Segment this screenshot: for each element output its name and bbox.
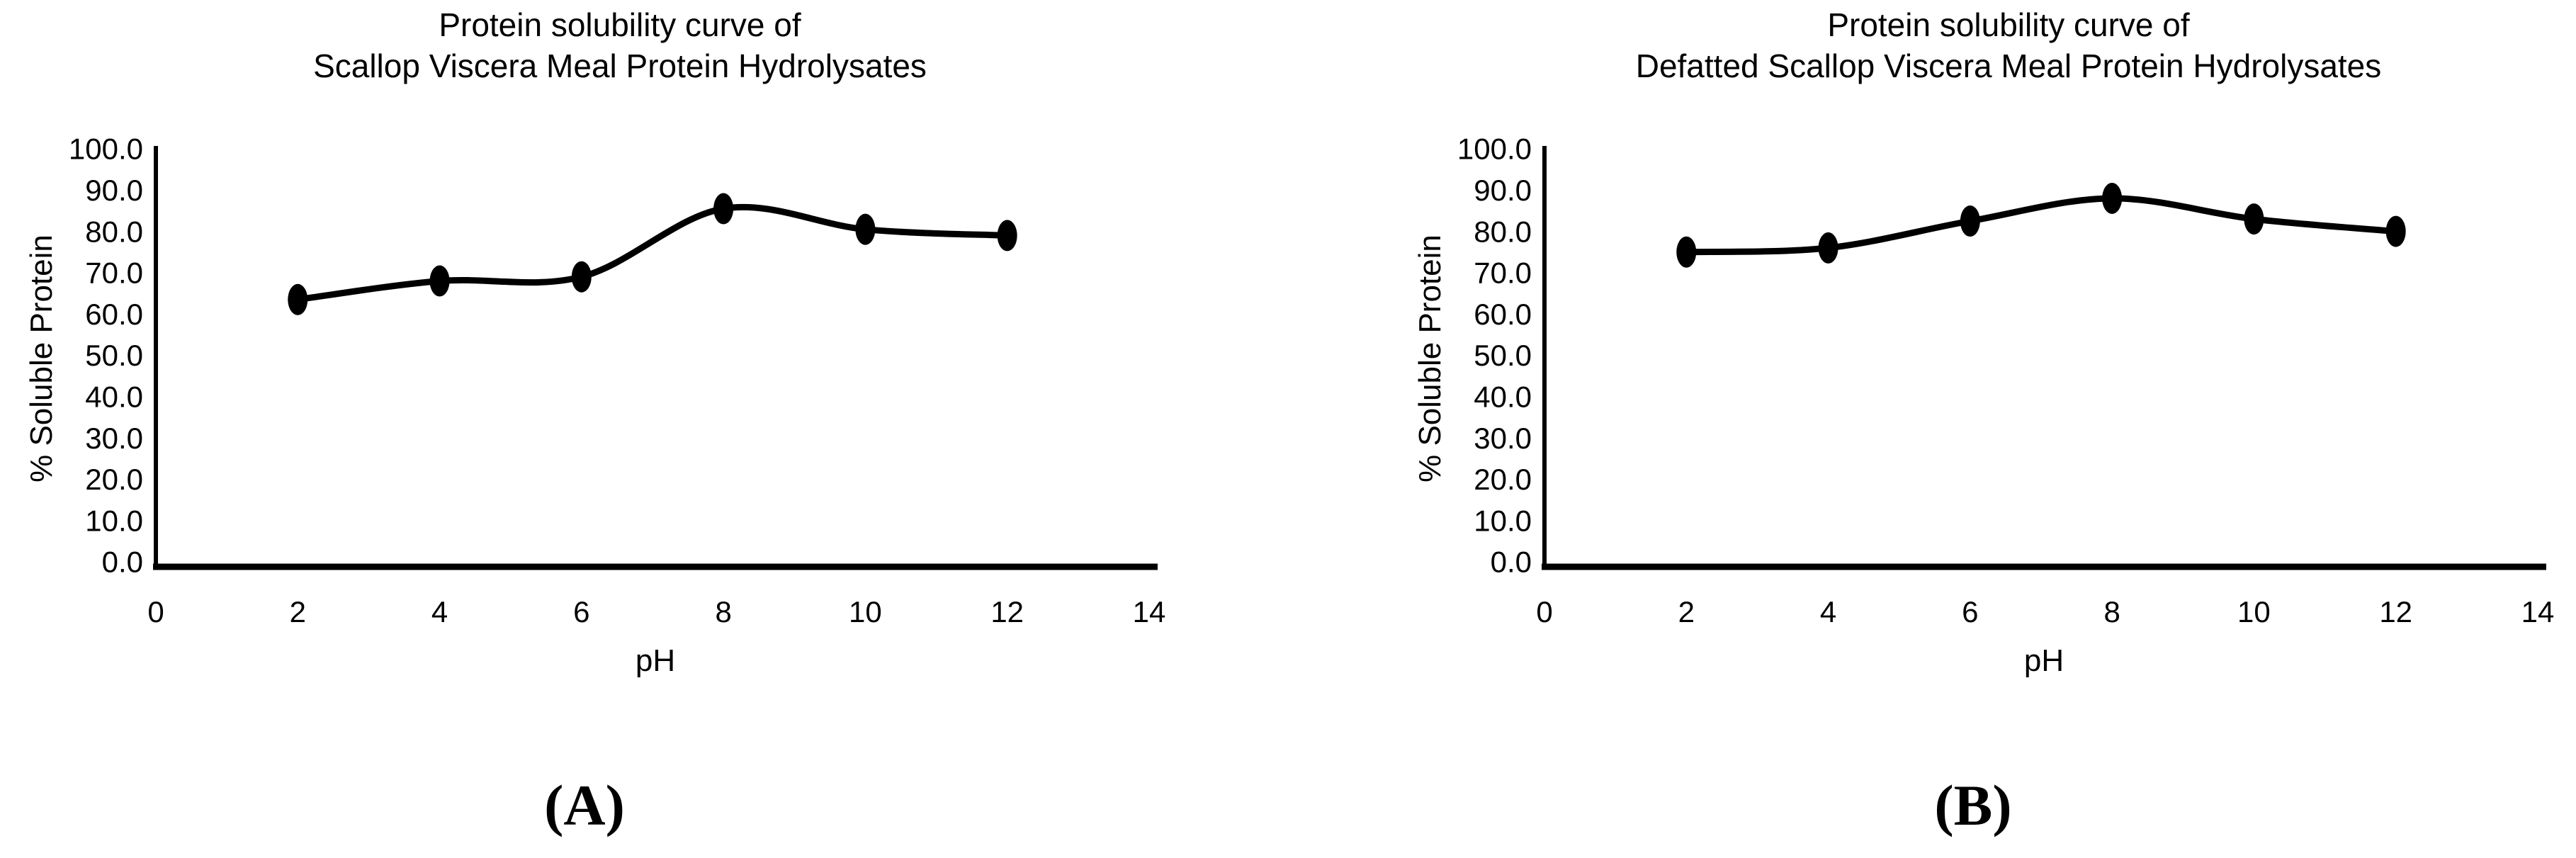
panel-b: Protein solubility curve of Defatted Sca…: [1389, 0, 2576, 858]
axes: [1542, 146, 2546, 570]
y-tick-label: 40.0: [85, 380, 143, 414]
chart-title-line1: Protein solubility curve of: [1827, 6, 2190, 43]
y-tick-labels: 0.0 10.0 20.0 30.0 40.0 50.0 60.0 70.0 80.0 90.0 1…: [69, 132, 143, 579]
x-axis-label: pH: [2023, 643, 2064, 678]
y-tick-label: 100.0: [1457, 132, 1532, 166]
x-axis-label: pH: [635, 643, 676, 678]
y-tick-labels: 0.0 10.0 20.0 30.0 40.0 50.0 60.0 70.0 80.0 90.0 1…: [1457, 132, 1532, 579]
x-tick-labels: 0 2 4 6 8 10 12 14: [1536, 595, 2554, 628]
x-tick-label: 2: [1678, 595, 1695, 628]
series-soluble-protein: [288, 193, 1017, 315]
y-tick-label: 50.0: [1474, 339, 1532, 372]
x-tick-label: 10: [849, 595, 882, 628]
y-tick-label: 0.0: [1491, 546, 1532, 579]
series-soluble-protein: [1676, 182, 2406, 268]
series-line: [1683, 195, 2400, 256]
y-tick-label: 40.0: [1474, 380, 1532, 414]
x-tick-label: 2: [290, 595, 306, 628]
y-tick-label: 20.0: [85, 463, 143, 496]
y-tick-label: 80.0: [1474, 215, 1532, 248]
y-tick-label: 70.0: [85, 256, 143, 290]
y-tick-label: 10.0: [85, 504, 143, 537]
data-point-marker: [288, 283, 308, 315]
y-tick-label: 10.0: [1474, 504, 1532, 537]
chart-title: Protein solubility curve of Defatted Sca…: [1389, 4, 2576, 86]
y-tick-label: 100.0: [69, 132, 143, 166]
series-line: [294, 203, 1011, 303]
x-tick-labels: 0 2 4 6 8 10 12 14: [147, 595, 1165, 628]
y-tick-label: 60.0: [1474, 298, 1532, 331]
x-tick-label: 0: [147, 595, 164, 628]
chart-title-line2: Defatted Scallop Viscera Meal Protein Hy…: [1635, 47, 2382, 84]
data-point-marker: [429, 265, 450, 297]
data-point-marker: [2385, 215, 2406, 247]
data-point-marker: [1818, 232, 1838, 264]
data-point-marker: [997, 220, 1017, 252]
panel-caption: (A): [544, 773, 625, 837]
data-point-marker: [855, 213, 876, 245]
chart-title: Protein solubility curve of Scallop Visc…: [0, 4, 1240, 86]
x-tick-label: 0: [1536, 595, 1552, 628]
data-point-marker: [1960, 205, 1980, 237]
x-tick-label: 8: [715, 595, 731, 628]
y-tick-label: 30.0: [1474, 422, 1532, 455]
panel-caption: (B): [1934, 773, 2012, 837]
x-tick-label: 14: [2521, 595, 2555, 628]
y-tick-label: 90.0: [85, 174, 143, 207]
data-point-marker: [2244, 203, 2264, 235]
chart-title-line2: Scallop Viscera Meal Protein Hydrolysate…: [313, 47, 927, 84]
data-point-marker: [571, 261, 592, 293]
data-point-marker: [1676, 236, 1697, 268]
plot-area: 0.0 10.0 20.0 30.0 40.0 50.0 60.0 70.0 80.0 90.0 1…: [69, 132, 1165, 628]
y-tick-label: 0.0: [102, 546, 143, 579]
x-tick-label: 4: [431, 595, 448, 628]
y-tick-label: 90.0: [1474, 174, 1532, 207]
data-point-marker: [2102, 182, 2123, 214]
x-tick-label: 6: [1962, 595, 1978, 628]
plot-area: 0.0 10.0 20.0 30.0 40.0 50.0 60.0 70.0 80.0 90.0 1…: [1457, 132, 2554, 628]
x-tick-label: 4: [1820, 595, 1836, 628]
y-tick-label: 80.0: [85, 215, 143, 248]
axes: [153, 146, 1158, 570]
data-point-marker: [713, 193, 734, 225]
y-tick-label: 20.0: [1474, 463, 1532, 496]
x-tick-label: 8: [2103, 595, 2120, 628]
panel-a: Protein solubility curve of Scallop Visc…: [0, 0, 1240, 858]
x-tick-label: 14: [1133, 595, 1166, 628]
y-tick-label: 30.0: [85, 422, 143, 455]
y-tick-label: 50.0: [85, 339, 143, 372]
y-tick-label: 60.0: [85, 298, 143, 331]
x-tick-label: 10: [2237, 595, 2271, 628]
chart-title-line1: Protein solubility curve of: [439, 6, 801, 43]
x-tick-label: 12: [2379, 595, 2412, 628]
y-tick-label: 70.0: [1474, 256, 1532, 290]
x-tick-label: 6: [573, 595, 589, 628]
x-tick-label: 12: [990, 595, 1024, 628]
